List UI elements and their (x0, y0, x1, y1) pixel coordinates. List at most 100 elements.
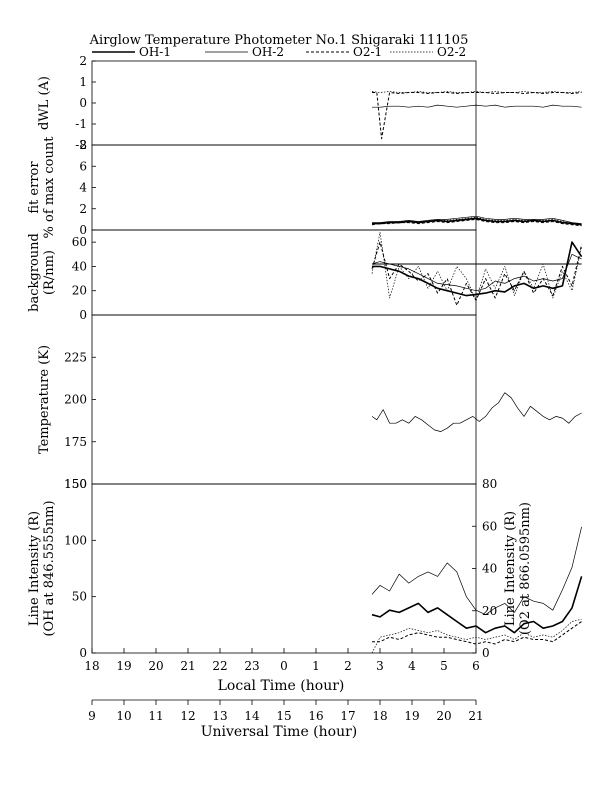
y-axis-label: (OH at 846.5555nm) (42, 500, 57, 636)
y-right-tick-label: 40 (482, 562, 497, 576)
x-ut-tick-label: 13 (212, 709, 227, 723)
x-ut-tick-label: 15 (276, 709, 291, 723)
plot-panels: -2 -1 0 1 2 dWL (A) 0 2 4 6 8 fit error% of max cou… (27, 54, 583, 660)
y-tick-label: 150 (64, 477, 87, 491)
series-oh-2 (372, 104, 582, 108)
legend-label-oh-1: OH-1 (139, 45, 171, 59)
y-tick-label: 225 (64, 350, 87, 364)
y-tick-label: 150 (64, 477, 87, 491)
x-ut-tick-label: 10 (116, 709, 131, 723)
series-oh-1 (372, 217, 582, 226)
panel-frame (91, 483, 477, 654)
x-local-tick-label: 21 (180, 659, 195, 673)
panel-frame (91, 314, 477, 485)
y-tick-label: 60 (72, 235, 87, 249)
series-oh-2 (371, 253, 582, 292)
y-tick-label: 50 (72, 590, 87, 604)
x-local-tick-label: 1 (312, 659, 320, 673)
series-o2-2 (371, 618, 582, 654)
y-right-axis-label: Line Intensity (R) (503, 511, 518, 626)
legend-label-oh-2: OH-2 (252, 45, 284, 59)
x-ut-tick-label: 18 (372, 709, 387, 723)
y-tick-label: 4 (79, 181, 87, 195)
y-tick-label: 0 (79, 646, 87, 660)
x-ut-tick-label: 11 (148, 709, 163, 723)
y-right-tick-label: 20 (482, 604, 497, 618)
y-tick-label: 1 (79, 75, 87, 89)
x-local-tick-label: 19 (116, 659, 131, 673)
y-tick-label: -2 (75, 138, 87, 152)
series-oh-2 (371, 392, 582, 432)
y-tick-label: 2 (79, 54, 87, 68)
y-axis-label: Line Intensity (R) (27, 511, 42, 626)
y-right-tick-label: 80 (482, 477, 497, 491)
series-o2-2 (371, 216, 582, 226)
series-oh-2 (372, 215, 582, 224)
y-axis-label: dWL (A) (37, 76, 52, 130)
x-local-tick-label: 0 (280, 659, 288, 673)
series-o2-1 (372, 621, 582, 645)
panel-3: 0 20 40 60 background (R/nm) (27, 229, 583, 322)
y-tick-label: 0 (79, 223, 87, 237)
y-right-tick-label: 0 (482, 646, 490, 660)
x-ut-tick-label: 14 (244, 709, 260, 723)
x-ut-tick-label: 20 (436, 709, 451, 723)
panel-frame (91, 144, 477, 231)
x-ut-axis-label: Universal Time (hour) (201, 724, 358, 740)
y-tick-label: 20 (72, 284, 87, 298)
y-tick-label: 6 (79, 159, 87, 173)
series-oh-2 (371, 526, 582, 616)
y-axis-label: Temperature (K) (37, 345, 52, 454)
y-tick-label: 8 (79, 138, 87, 152)
y-right-axis-label: (O2 at 866.0595nm) (518, 502, 533, 635)
y-tick-label: -1 (75, 117, 87, 131)
series-oh-1 (372, 241, 583, 297)
y-tick-label: 0 (79, 308, 87, 322)
series-oh-1 (371, 576, 583, 634)
panel-2: 0 2 4 6 8 fit error% of max count (27, 136, 582, 239)
y-tick-label: 100 (64, 533, 87, 547)
x-local-axis-label: Local Time (hour) (218, 678, 345, 694)
panel-frame (91, 60, 477, 146)
series-o2-2 (371, 232, 582, 301)
x-local-tick-label: 5 (440, 659, 448, 673)
y-tick-label: 175 (64, 435, 87, 449)
panel-4: 150 175 200 225 Temperature (K) (37, 314, 582, 491)
x-ut-tick-label: 9 (88, 709, 96, 723)
x-local-tick-label: 20 (148, 659, 163, 673)
x-ut-tick-label: 12 (180, 709, 195, 723)
x-local-tick-label: 3 (376, 659, 384, 673)
legend: OH-1 OH-2 O2-1 O2-2 (92, 45, 466, 59)
x-local-tick-label: 23 (244, 659, 259, 673)
series-o2-2 (371, 91, 582, 93)
series-o2-1 (371, 218, 582, 227)
x-local-tick-label: 18 (84, 659, 99, 673)
y-axis-label: fit error (27, 161, 42, 214)
x-local-tick-label: 6 (472, 659, 480, 673)
x-local-tick-label: 2 (344, 659, 352, 673)
x-ut-tick-label: 19 (404, 709, 419, 723)
legend-label-o2-1: O2-1 (353, 45, 382, 59)
y-axis-label: % of max count (42, 136, 57, 239)
x-ut-tick-label: 21 (468, 709, 483, 723)
panel-frame (91, 229, 477, 316)
series-o2-1 (372, 92, 582, 140)
x-ut-tick-label: 17 (340, 709, 355, 723)
chart-title: Airglow Temperature Photometer No.1 Shig… (89, 33, 469, 48)
y-tick-label: 0 (79, 96, 87, 110)
y-axis-label: (R/nm) (42, 250, 57, 295)
y-right-tick-label: 60 (482, 519, 497, 533)
series-o2-1 (371, 241, 583, 306)
panel-1: -2 -1 0 1 2 dWL (A) (37, 54, 582, 152)
y-axis-label: background (27, 233, 42, 312)
x-ut-tick-label: 16 (308, 709, 323, 723)
x-local-tick-label: 22 (212, 659, 227, 673)
legend-label-o2-2: O2-2 (437, 45, 466, 59)
y-tick-label: 200 (64, 393, 87, 407)
x-local-tick-label: 4 (408, 659, 416, 673)
y-tick-label: 40 (72, 259, 87, 273)
y-tick-label: 2 (79, 202, 87, 216)
